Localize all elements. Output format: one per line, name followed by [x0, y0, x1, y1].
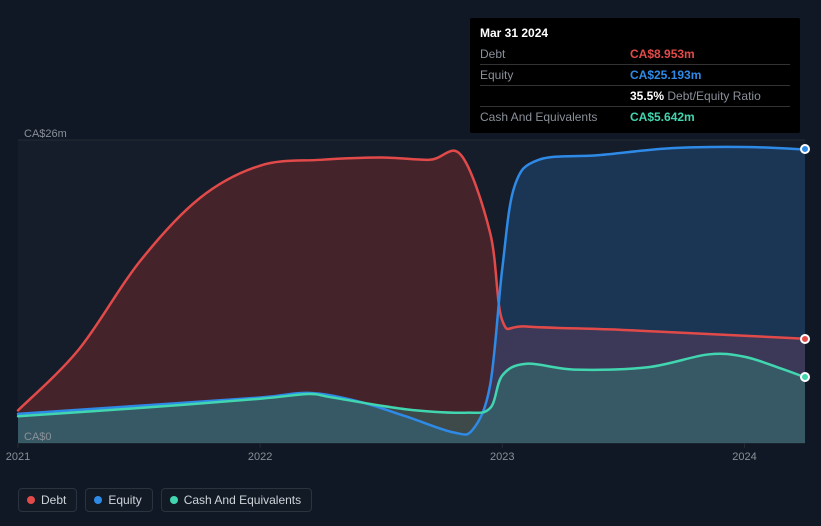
tooltip-row-value: 35.5% Debt/Equity Ratio	[630, 86, 790, 107]
series-end-marker	[800, 334, 810, 344]
series-end-marker	[800, 372, 810, 382]
x-axis-label: 2022	[248, 451, 272, 463]
series-end-marker	[800, 144, 810, 154]
tooltip-row-value: CA$8.953m	[630, 44, 790, 65]
financials-chart: Mar 31 2024 DebtCA$8.953mEquityCA$25.193…	[0, 0, 821, 526]
tooltip-row-label: Equity	[480, 65, 630, 86]
legend-dot-icon	[170, 496, 178, 504]
tooltip-row: EquityCA$25.193m	[480, 65, 790, 86]
x-axis-label: 2024	[732, 451, 756, 463]
legend-label: Debt	[41, 493, 66, 507]
tooltip-row: Cash And EquivalentsCA$5.642m	[480, 107, 790, 128]
tooltip-row-label: Debt	[480, 44, 630, 65]
x-axis-label: 2021	[6, 451, 30, 463]
tooltip-row-label	[480, 86, 630, 107]
x-axis-label: 2023	[490, 451, 514, 463]
legend-item[interactable]: Debt	[18, 488, 77, 512]
y-axis-label: CA$26m	[24, 128, 67, 140]
chart-legend: Debt Equity Cash And Equivalents	[18, 488, 312, 512]
tooltip-row-value: CA$5.642m	[630, 107, 790, 128]
tooltip-row-suffix: Debt/Equity Ratio	[664, 89, 761, 103]
legend-label: Cash And Equivalents	[184, 493, 301, 507]
legend-dot-icon	[94, 496, 102, 504]
tooltip-table: DebtCA$8.953mEquityCA$25.193m35.5% Debt/…	[480, 44, 790, 127]
tooltip-row: 35.5% Debt/Equity Ratio	[480, 86, 790, 107]
legend-item[interactable]: Equity	[85, 488, 152, 512]
legend-dot-icon	[27, 496, 35, 504]
tooltip-row: DebtCA$8.953m	[480, 44, 790, 65]
tooltip-row-value: CA$25.193m	[630, 65, 790, 86]
tooltip-row-label: Cash And Equivalents	[480, 107, 630, 128]
chart-tooltip: Mar 31 2024 DebtCA$8.953mEquityCA$25.193…	[470, 18, 800, 133]
legend-label: Equity	[108, 493, 141, 507]
tooltip-date: Mar 31 2024	[480, 24, 790, 42]
y-axis-label: CA$0	[24, 431, 52, 443]
legend-item[interactable]: Cash And Equivalents	[161, 488, 312, 512]
